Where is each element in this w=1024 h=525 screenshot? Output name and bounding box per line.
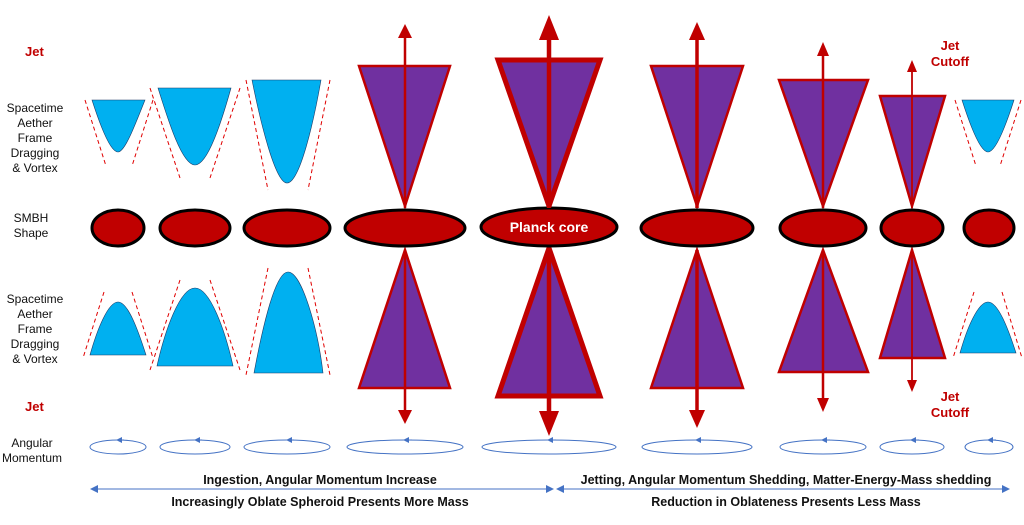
stage-8: [880, 60, 945, 454]
stage-1: [83, 100, 153, 454]
jet-arrowhead: [539, 15, 559, 40]
angular-momentum-ring: [965, 440, 1013, 454]
jet-arrowhead: [907, 60, 917, 72]
stage-6: [641, 22, 753, 454]
angular-momentum-ring: [780, 440, 866, 454]
angular-momentum-ring: [90, 440, 146, 454]
jet-arrowhead: [689, 22, 705, 40]
vortex-bottom: [157, 288, 233, 366]
vortex-top: [92, 100, 145, 152]
caption-right-top: Jetting, Angular Momentum Shedding, Matt…: [556, 473, 1016, 487]
caption-left-bottom: Increasingly Oblate Spheroid Presents Mo…: [90, 495, 550, 509]
jet-arrowhead: [817, 42, 829, 56]
jet-arrowhead: [689, 410, 705, 428]
smbh-body: [92, 210, 144, 246]
angular-momentum-ring: [642, 440, 752, 454]
vortex-bottom: [254, 272, 323, 373]
stage-9: [953, 100, 1022, 454]
vortex-bottom: [960, 302, 1016, 353]
smbh-body: [641, 210, 753, 246]
vortex-top: [252, 80, 321, 183]
smbh-body: [345, 210, 465, 246]
caption-left-top: Ingestion, Angular Momentum Increase: [90, 473, 550, 487]
smbh-body: [244, 210, 330, 246]
smbh-body: [780, 210, 866, 246]
stage-2: [150, 88, 240, 454]
jet-arrowhead: [398, 24, 412, 38]
smbh-body: [881, 210, 943, 246]
vortex-top: [962, 100, 1014, 152]
jet-arrowhead: [539, 411, 559, 436]
angular-momentum-ring: [482, 440, 616, 454]
stage-4: [345, 24, 465, 454]
smbh-body: [964, 210, 1014, 246]
vortex-bottom: [90, 302, 146, 355]
angular-momentum-ring: [160, 440, 230, 454]
jet-arrowhead: [398, 410, 412, 424]
caption-right-bottom: Reduction in Oblateness Presents Less Ma…: [556, 495, 1016, 509]
angular-momentum-ring: [880, 440, 944, 454]
stage-7: [779, 42, 868, 454]
jet-arrowhead: [907, 380, 917, 392]
planck-core-label: Planck core: [510, 219, 589, 235]
smbh-body: [160, 210, 230, 246]
stage-3: [244, 80, 330, 454]
angular-momentum-ring: [347, 440, 463, 454]
jet-arrowhead: [817, 398, 829, 412]
angular-momentum-ring: [244, 440, 330, 454]
vortex-top: [158, 88, 231, 165]
